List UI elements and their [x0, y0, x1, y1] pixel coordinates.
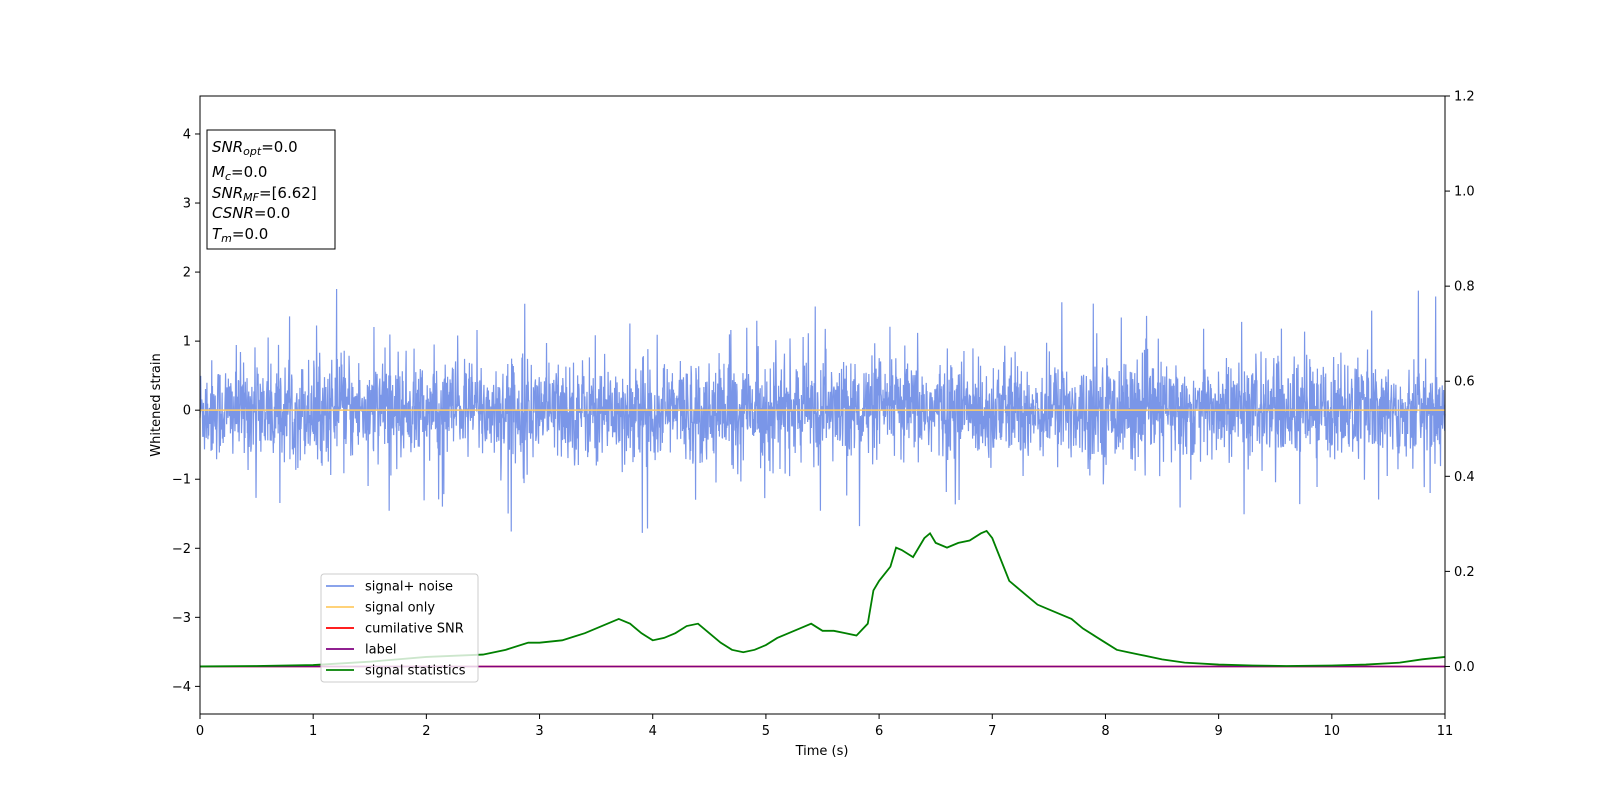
- y2-tick-label: 1.0: [1454, 185, 1475, 200]
- y-tick-label: 2: [183, 266, 191, 281]
- x-tick-label: 9: [1214, 724, 1222, 739]
- y-tick-label: −3: [172, 611, 191, 626]
- y2-tick-label: 0.8: [1454, 280, 1475, 295]
- y2-tick-label: 1.2: [1454, 90, 1475, 105]
- x-axis-label: Time (s): [795, 744, 849, 759]
- y-tick-label: −1: [172, 473, 191, 488]
- x-tick-label: 7: [988, 724, 996, 739]
- x-tick-label: 8: [1101, 724, 1109, 739]
- y-axis-label: Whitened strain: [149, 353, 164, 456]
- legend-frame: [320, 573, 479, 683]
- legend-label: label: [365, 643, 396, 658]
- x-tick-label: 10: [1324, 724, 1341, 739]
- annotation-line: CSNR=0.0: [212, 204, 290, 222]
- legend: signal+ noise signal only cumilative SNR la…: [320, 573, 479, 683]
- x-tick-label: 11: [1437, 724, 1454, 739]
- y-axis-left: −4 −3 −2 −1 0 1 2 3 4: [172, 127, 200, 695]
- x-tick-label: 0: [196, 724, 204, 739]
- legend-label: signal+ noise: [365, 580, 453, 595]
- series-signal-statistics-line: [199, 529, 1446, 668]
- y-tick-label: 4: [183, 127, 191, 142]
- y-tick-label: 3: [183, 197, 191, 212]
- legend-label: signal only: [365, 601, 435, 616]
- annotation-line: Mc=0.0: [212, 163, 267, 183]
- legend-label: signal statistics: [365, 664, 466, 679]
- y-tick-label: 0: [183, 404, 191, 419]
- annotation-line: SNRopt=0.0: [212, 138, 298, 158]
- x-tick-label: 1: [309, 724, 317, 739]
- x-tick-label: 6: [875, 724, 883, 739]
- legend-label: cumilative SNR: [365, 622, 464, 637]
- x-tick-label: 2: [422, 724, 430, 739]
- x-tick-label: 3: [535, 724, 543, 739]
- axes-frame: [199, 95, 1446, 715]
- annotation-line: SNRMF=[6.62]: [212, 184, 317, 204]
- y-tick-label: 1: [183, 335, 191, 350]
- annotation-frame: [206, 129, 336, 250]
- y-axis-right: 0.0 0.2 0.4 0.6 0.8 1.0 1.2: [1445, 90, 1475, 675]
- y2-tick-label: 0.6: [1454, 375, 1475, 390]
- x-tick-label: 5: [762, 724, 770, 739]
- y2-tick-label: 0.2: [1454, 565, 1475, 580]
- annotation-line: Tm=0.0: [212, 225, 268, 245]
- series-signal-noise-line: [199, 288, 1446, 533]
- y-tick-label: −2: [172, 542, 191, 557]
- y2-tick-label: 0.0: [1454, 660, 1475, 675]
- y-tick-label: −4: [172, 680, 191, 695]
- y2-tick-label: 0.4: [1454, 470, 1475, 485]
- x-tick-label: 4: [649, 724, 657, 739]
- x-axis: 0 1 2 3 4 5 6 7 8 9 10 11: [196, 714, 1453, 739]
